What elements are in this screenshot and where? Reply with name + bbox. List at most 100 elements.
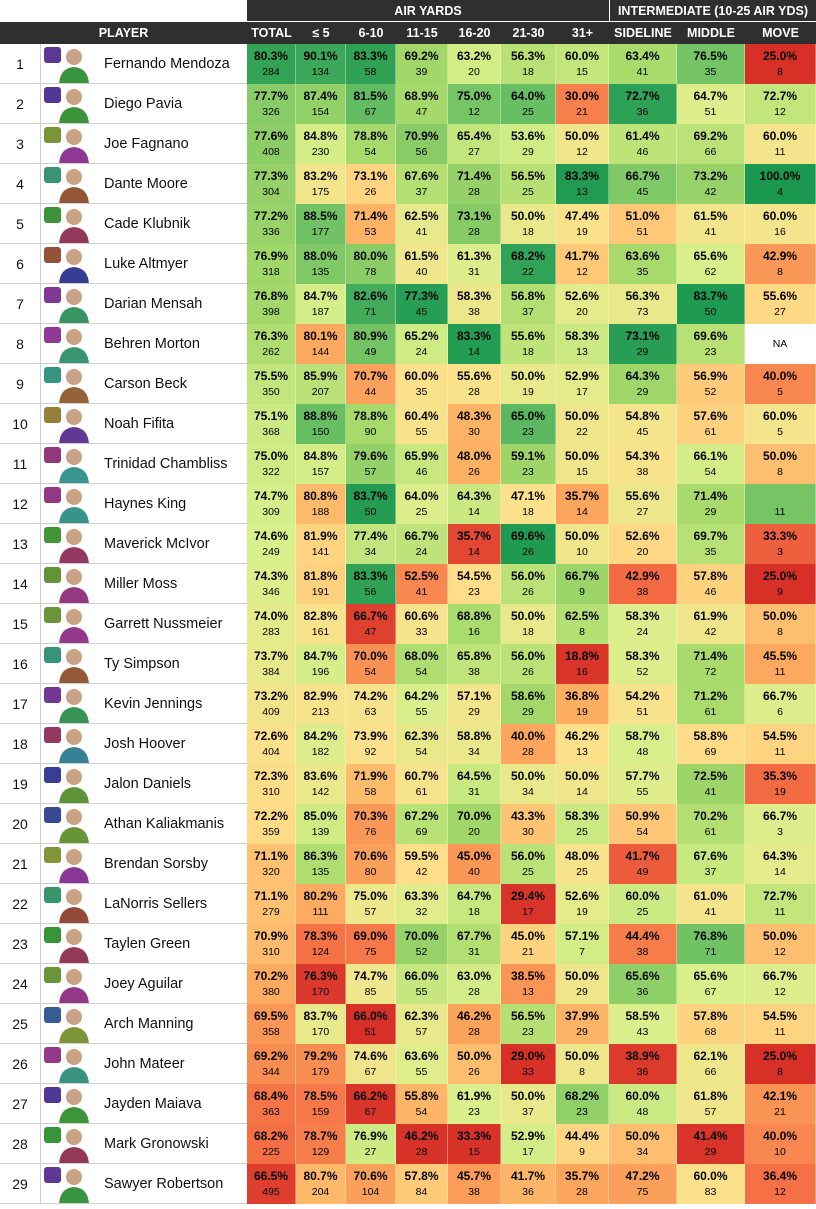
stat-16-20: 64.3% 14	[448, 484, 501, 524]
stat-count: 43	[636, 1026, 649, 1038]
stat-pct: 74.3%	[253, 569, 289, 583]
stat-count: 80	[364, 866, 377, 878]
stat-pct: 64.0%	[510, 89, 546, 103]
column-header-total: TOTAL	[251, 26, 292, 40]
stat-count: 154	[311, 106, 330, 118]
stat-16-20: 50.0% 26	[448, 1044, 501, 1084]
stat-count: 51	[364, 1026, 377, 1038]
stat-count: 37	[704, 866, 717, 878]
stat-21-30: 43.3% 30	[501, 804, 556, 844]
group-header-air-yards: AIR YARDS	[247, 0, 609, 21]
player-name: Arch Manning	[104, 1016, 194, 1032]
stat-count: 25	[576, 826, 588, 838]
headshot-with-oklahoma-logo-icon	[41, 1044, 98, 1084]
player-col-divider	[40, 684, 41, 724]
stat-count: 28	[468, 226, 480, 238]
stat-count: 35	[415, 386, 428, 398]
player-row: 28 Mark Gronowski 68.2% 225 78.7% 129 76.9% 27 4…	[0, 1124, 816, 1164]
stat-move: 40.0% 10	[745, 1124, 816, 1164]
stat-total: 74.3% 346	[247, 564, 296, 604]
stat-count: 17	[576, 386, 588, 398]
stat-pct: 72.5%	[693, 769, 728, 783]
rank: 14	[12, 576, 28, 592]
stat-pct: 64.7%	[693, 89, 728, 103]
stat-count: 12	[576, 266, 588, 278]
stat-pct: 57.8%	[404, 1169, 439, 1183]
row-divider	[0, 83, 247, 84]
stat-pct: 75.5%	[253, 369, 289, 383]
stat-move: 66.7% 6	[745, 684, 816, 724]
stat-count: 161	[311, 626, 330, 638]
player-name: LaNorris Sellers	[104, 896, 208, 912]
stat-count: 16	[468, 626, 480, 638]
stat-pct: 45.0%	[510, 929, 546, 943]
stat-pct: 81.5%	[353, 89, 388, 103]
stat-count: 15	[468, 1146, 480, 1158]
stat-count: 14	[576, 506, 588, 518]
stat-count: 37	[522, 306, 534, 318]
stat-sideline: 58.5% 43	[609, 1004, 677, 1044]
stat-count: 18	[522, 226, 534, 238]
stat-sideline: 66.7% 45	[609, 164, 677, 204]
stat-6-10: 70.0% 54	[346, 644, 396, 684]
row-divider	[0, 523, 247, 524]
stat-count: 58	[364, 66, 377, 78]
stat-count: 326	[262, 106, 280, 118]
stat-count: 20	[468, 826, 480, 838]
stat-pct: 83.3%	[564, 169, 600, 183]
stat-pct: 35.7%	[564, 1169, 600, 1183]
stat-count: 61	[415, 786, 428, 798]
column-header-move: MOVE	[762, 26, 799, 40]
stat-count: 309	[262, 506, 280, 518]
rank: 4	[16, 176, 24, 192]
stat-6-10: 81.5% 67	[346, 84, 396, 124]
stat-pct: 63.0%	[456, 969, 492, 983]
stat-16-20: 61.9% 23	[448, 1084, 501, 1124]
stat-count: 14	[576, 786, 588, 798]
headshot-with-usc-logo-icon	[41, 1084, 98, 1124]
stat-21-30: 29.4% 17	[501, 884, 556, 924]
player-col-divider	[40, 844, 41, 884]
stat-count: 71	[364, 306, 377, 318]
headshot-with-duke-logo-icon	[41, 284, 98, 324]
stat-pct: 55.6%	[456, 369, 492, 383]
stat-total: 76.3% 262	[247, 324, 296, 364]
stat-total: 75.5% 350	[247, 364, 296, 404]
stat-11-15: 52.5% 41	[396, 564, 448, 604]
stat-count: 20	[636, 546, 649, 558]
rank: 25	[12, 1016, 28, 1032]
stat-pct: 54.2%	[625, 689, 660, 703]
stat-pct: 60.7%	[404, 769, 439, 783]
stat-count: 358	[262, 1026, 280, 1038]
stat-pct: 56.8%	[510, 289, 546, 303]
player-name: Miller Moss	[104, 576, 178, 592]
stat-pct: 58.5%	[625, 1009, 660, 1023]
stat-count: 196	[311, 666, 330, 678]
stat-move: NA	[745, 324, 816, 364]
stat-count: 55	[415, 1066, 428, 1078]
player-col-divider	[40, 644, 41, 684]
stat-middle: 41.4% 29	[677, 1124, 745, 1164]
stat-pct: 88.5%	[303, 209, 338, 223]
stat-pct: 36.8%	[564, 689, 600, 703]
stat-21-30: 56.5% 25	[501, 164, 556, 204]
stat-pct: 83.7%	[353, 489, 388, 503]
player-row: 16 Ty Simpson 73.7% 384 84.7% 196 70.0% 54 68.0%…	[0, 644, 816, 684]
stat-count: 46	[415, 466, 428, 478]
stat-sideline: 54.3% 38	[609, 444, 677, 484]
stat-pct: 83.7%	[303, 1009, 338, 1023]
stat-pct: 84.8%	[303, 129, 338, 143]
stat-16-20: 75.0% 12	[448, 84, 501, 124]
stat-31plus: 62.5% 8	[556, 604, 609, 644]
stat-pct: 69.7%	[693, 529, 728, 543]
rank: 29	[12, 1176, 28, 1192]
stat-pct: 83.3%	[353, 569, 388, 583]
stat-count: 58	[364, 786, 377, 798]
stat-pct: 69.2%	[253, 1049, 289, 1063]
stat-pct: 66.7%	[625, 169, 660, 183]
stat-pct: 33.3%	[762, 529, 798, 543]
rank: 9	[16, 376, 24, 392]
stat-pct: 25.0%	[762, 49, 798, 63]
stat-count: 279	[262, 906, 280, 918]
stat-21-30: 56.0% 25	[501, 844, 556, 884]
